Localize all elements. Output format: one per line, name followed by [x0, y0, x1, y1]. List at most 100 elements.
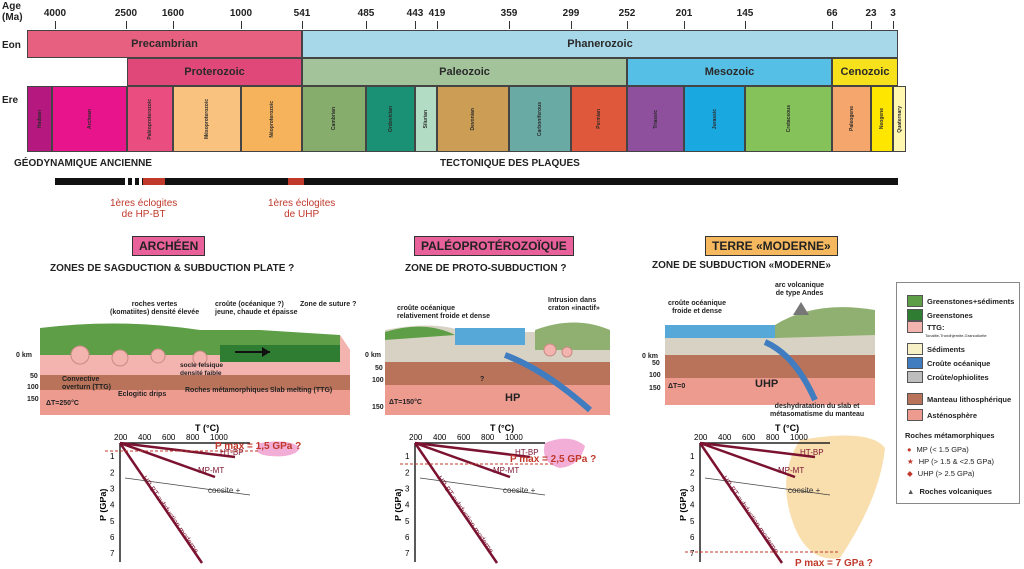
depth-50-proto: 50: [375, 365, 383, 372]
p-tick: 1: [405, 452, 410, 461]
age-label: Age (Ma): [2, 1, 23, 23]
period-label: Neogene: [879, 108, 885, 130]
label-hp-bt: HP-BT subduction moderne: [435, 474, 495, 555]
age-tick-line: [241, 21, 242, 29]
age-tick-line: [871, 21, 872, 29]
depth-50-archeen: 50: [30, 373, 38, 380]
t-tick: 1000: [505, 433, 523, 442]
period-label: Paléoproterozoic: [147, 98, 153, 140]
depth-0-moderne: 0 km: [642, 353, 658, 360]
age-tick: 4000: [43, 8, 67, 19]
p-tick: 4: [405, 501, 410, 510]
t-axis-label: T (°C): [195, 423, 219, 433]
legend-label: HP (> 1.5 & <2.5 GPa): [918, 457, 995, 466]
age-tick-line: [415, 21, 416, 29]
age-tick-line: [173, 21, 174, 29]
label-roches-vertes: roches vertes (komatiites) densité élevé…: [110, 301, 200, 316]
period-label: Devonian: [470, 107, 476, 131]
era-row-label: Ere: [2, 95, 19, 106]
depth-0-proto: 0 km: [365, 352, 381, 359]
legend-label: UHP (> 2.5 GPa): [917, 469, 975, 478]
volcano-icon: ▲: [907, 487, 915, 496]
eclogite-uhp-marker: [288, 178, 304, 185]
period-devonian: Devonian: [437, 86, 509, 152]
mp-mt-arrow: [414, 441, 511, 479]
eon-precambrian: Precambrian: [27, 30, 302, 58]
t-tick: 600: [162, 433, 176, 442]
label-delta-t-proto: ΔT=150°C: [389, 399, 422, 406]
subtitle-terre-moderne: ZONE DE SUBDUCTION «MODERNE»: [652, 260, 831, 271]
geodynamics-bar-left: [55, 178, 125, 185]
p-tick: 7: [110, 549, 115, 558]
age-tick: 443: [406, 8, 424, 19]
legend-swatch: [907, 343, 923, 355]
legend-label: Greenstones+sédiments: [927, 296, 1015, 306]
p-axis-label: P (GPa): [395, 489, 403, 521]
legend-mp: ● MP (< 1.5 GPa): [907, 445, 969, 454]
era-proterozoic: Proterozoic: [127, 58, 302, 86]
eclogite-hp-marker: [143, 178, 165, 185]
cross-section-moderne: [665, 302, 875, 405]
label-ht-bp: HT-BP: [800, 448, 824, 457]
pmax-label: P max = 1,5 GPa ?: [215, 441, 301, 452]
label-coesite: coesite +: [503, 486, 536, 495]
t-axis-label: T (°C): [775, 423, 799, 433]
eon-row-label: Eon: [2, 40, 21, 51]
legend-label: Roches volcaniques: [919, 487, 992, 496]
age-tick-line: [832, 21, 833, 29]
eclogite-uhp-label: 1ères éclogites de UHP: [268, 198, 336, 220]
t-tick: 400: [433, 433, 447, 442]
label-ht-bp: HT-BP: [220, 448, 244, 457]
hp-bt-arrow: [698, 442, 784, 564]
t-tick: 800: [481, 433, 495, 442]
p-tick: 5: [405, 517, 410, 526]
age-tick-line: [55, 21, 56, 29]
badge-archeen: ARCHÉEN: [132, 236, 206, 256]
legend-label: MP (< 1.5 GPa): [916, 445, 969, 454]
legend-asthenosphere: Asténosphère: [907, 409, 977, 421]
legend-manteau: Manteau lithosphérique: [907, 393, 1011, 405]
period-label: Silurian: [423, 109, 429, 129]
pt-diagram-1: T (°C) P (GPa) 200 400 600 800 1000 1 2 3 4 5 6 7 HT-B…: [395, 423, 596, 564]
period-carboniferous: Carboniferous: [509, 86, 571, 152]
legend-uhp: ◆ UHP (> 2.5 GPa): [907, 469, 975, 478]
p-tick: 6: [690, 533, 695, 542]
p-tick: 4: [110, 501, 115, 510]
pmax-label: P max = 7 GPa ?: [795, 558, 873, 569]
eclogite-hp-label: 1ères éclogites de HP-BT: [110, 198, 178, 220]
p-tick: 2: [405, 468, 410, 477]
period-label: Cretaceous: [785, 105, 792, 133]
depth-100-archeen: 100: [27, 384, 39, 391]
legend-swatch: [907, 393, 923, 405]
period-label: Paleogene: [848, 106, 855, 132]
period-quaternary: Quaternary: [893, 86, 906, 152]
geodynamics-bar-main: [142, 178, 898, 185]
period-label: Cambrian: [331, 107, 337, 131]
p-tick: 4: [690, 501, 695, 510]
t-tick: 200: [694, 433, 708, 442]
depth-150-moderne: 150: [649, 385, 661, 392]
label-intrusion-craton: Intrusion dans craton «inactif»: [548, 297, 600, 312]
period-hadean: Hadean: [27, 86, 52, 152]
age-tick-line: [302, 21, 303, 29]
hp-bt-arrow: [413, 442, 499, 564]
label-eclogitic-drips: Eclogitic drips: [118, 391, 167, 398]
age-tick-line: [126, 21, 127, 29]
age-tick: 419: [428, 8, 446, 19]
age-tick: 541: [293, 8, 311, 19]
age-tick: 201: [675, 8, 693, 19]
depth-100-moderne: 100: [649, 372, 661, 379]
age-tick: 66: [826, 8, 838, 19]
star-icon: ★: [907, 457, 914, 466]
label-hp-bt: HP-BT subduction moderne: [140, 474, 200, 555]
legend-ttg: TTG:: [907, 321, 945, 333]
period-label: Carboniferous: [537, 101, 543, 137]
legend-swatch: [907, 309, 923, 321]
legend-label: TTG:: [927, 322, 945, 332]
label-delta-t-moderne: ΔT=0: [668, 383, 686, 390]
label-zone-suture: Zone de suture ?: [300, 301, 357, 308]
depth-50-moderne: 50: [652, 360, 660, 367]
age-tick-line: [745, 21, 746, 29]
legend-croute-ophiolites: Croûte/ophiolites: [907, 371, 989, 383]
legend-ttg-desc: Tonalite-Trondhjemite-Granodiorite: [925, 333, 987, 338]
